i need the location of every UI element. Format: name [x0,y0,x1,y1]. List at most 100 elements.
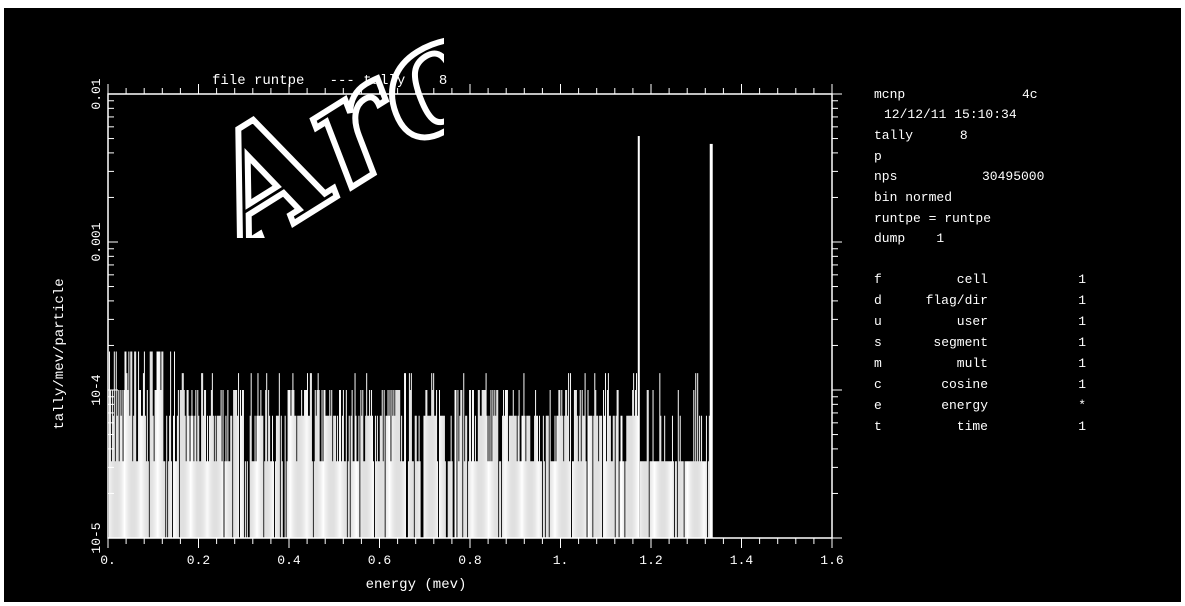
histogram-bar [337,415,339,538]
dimension-key: e [874,398,882,413]
histogram-bar [382,461,384,538]
histogram-bar [222,390,224,538]
y-tick-label: 0.001 [89,222,104,261]
histogram-bar [675,461,677,538]
histogram-bar [381,390,383,538]
histogram-bar [684,461,686,538]
dimension-key: m [874,356,882,371]
info-bin: bin normed [874,190,952,205]
histogram-bar [707,461,709,538]
histogram-bar [589,415,591,538]
histogram-bar [581,390,583,538]
histogram-bar [347,461,349,538]
histogram-bar [647,390,649,538]
histogram-bar [191,390,193,538]
histogram-bar [134,351,136,538]
histogram-bar [596,415,598,538]
histogram-bar [560,415,562,538]
histogram-bar [517,415,519,538]
histogram-bar [158,351,160,538]
histogram-bar [301,390,303,538]
histogram-bar [485,373,487,538]
histogram-bar [669,461,671,538]
histogram-bar [299,415,301,538]
histogram-bar [546,415,548,538]
dimension-key: u [874,314,882,329]
histogram-bar [344,461,346,538]
histogram-bar [264,461,266,538]
dimension-value: 1 [1078,293,1086,308]
histogram-bar [185,461,187,538]
histogram-bar [547,415,549,538]
histogram-bar [641,461,643,538]
histogram-bar [437,461,439,538]
histogram-bar [378,461,380,538]
histogram-bar [218,415,220,538]
histogram-bar [428,415,430,538]
histogram-bar [465,415,467,538]
histogram-bar [604,415,605,538]
histogram-bar [131,351,133,538]
histogram-bar [454,390,456,538]
histogram-bar [287,390,289,538]
histogram-bar [670,461,671,538]
histogram-bar [554,415,556,538]
histogram-bar [379,415,381,538]
histogram-bar [241,390,243,538]
histogram-bar [352,461,354,538]
histogram-bar [440,415,442,538]
histogram-bar [195,390,197,538]
histogram-bar [275,415,277,538]
histogram-bar [201,373,203,538]
histogram-bar [678,461,680,538]
histogram-bar [142,373,144,538]
histogram-bar [505,390,506,538]
histogram-bar [162,351,164,538]
histogram-bar [198,415,200,538]
histogram-bar [646,390,648,538]
histogram-bar [212,415,214,538]
histogram-bar [653,461,655,538]
histogram-bar [120,415,122,538]
histogram-bar [308,415,310,538]
histogram-bar [251,461,253,538]
info-nps-label: nps [874,169,897,184]
histogram-bar [702,461,704,538]
histogram-bar [522,415,524,538]
histogram-bar [289,390,291,538]
histogram-bar [579,390,581,538]
histogram-bar [203,415,205,538]
histogram-bar [273,461,274,538]
histogram-bar [495,415,497,538]
histogram-bar [342,390,344,538]
histogram-bar [206,461,208,538]
histogram-bar [532,461,534,538]
info-dump: dump 1 [874,231,944,246]
histogram-bar [494,390,496,538]
histogram-bar [423,415,425,538]
histogram-bar [117,390,119,538]
histogram-bar [534,415,536,538]
histogram-bar [699,415,701,538]
histogram-bar [670,461,672,538]
histogram-bar [615,415,617,538]
histogram-bar [156,351,158,538]
histogram-bar [482,390,484,538]
dimension-key: t [874,419,882,434]
histogram-bar [688,461,690,538]
histogram-bar [642,461,644,538]
histogram-bar [636,373,638,538]
histogram-bar [217,415,219,538]
histogram-bar [338,461,340,538]
histogram-bar [350,415,352,538]
histogram-bar [619,461,621,538]
histogram-bar [277,415,279,538]
histogram-bar [649,461,651,538]
histogram-bar [177,390,179,538]
histogram-bar [687,461,689,538]
histogram-bar [439,415,441,538]
histogram-bar [474,415,476,538]
histogram-bar [129,415,131,538]
histogram-bar [319,461,321,538]
histogram-bar [305,390,307,538]
